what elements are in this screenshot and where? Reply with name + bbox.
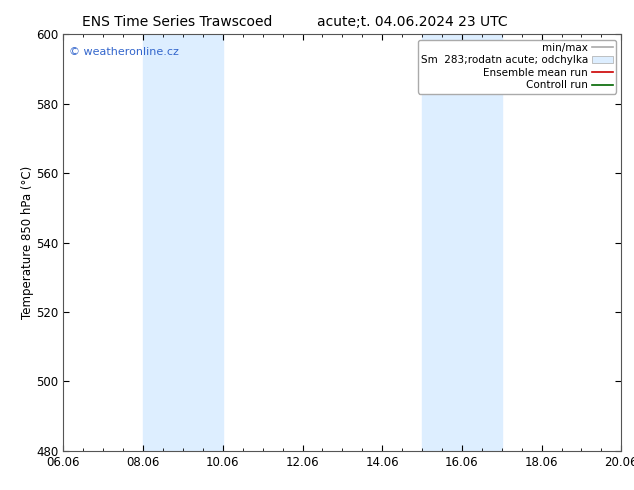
Legend: min/max, Sm  283;rodatn acute; odchylka, Ensemble mean run, Controll run: min/max, Sm 283;rodatn acute; odchylka, …: [418, 40, 616, 94]
Text: acute;t. 04.06.2024 23 UTC: acute;t. 04.06.2024 23 UTC: [317, 15, 507, 29]
Y-axis label: Temperature 850 hPa (°C): Temperature 850 hPa (°C): [20, 166, 34, 319]
Text: © weatheronline.cz: © weatheronline.cz: [69, 47, 179, 57]
Bar: [143, 34, 223, 451]
Text: ENS Time Series Trawscoed: ENS Time Series Trawscoed: [82, 15, 273, 29]
Bar: [422, 34, 501, 451]
